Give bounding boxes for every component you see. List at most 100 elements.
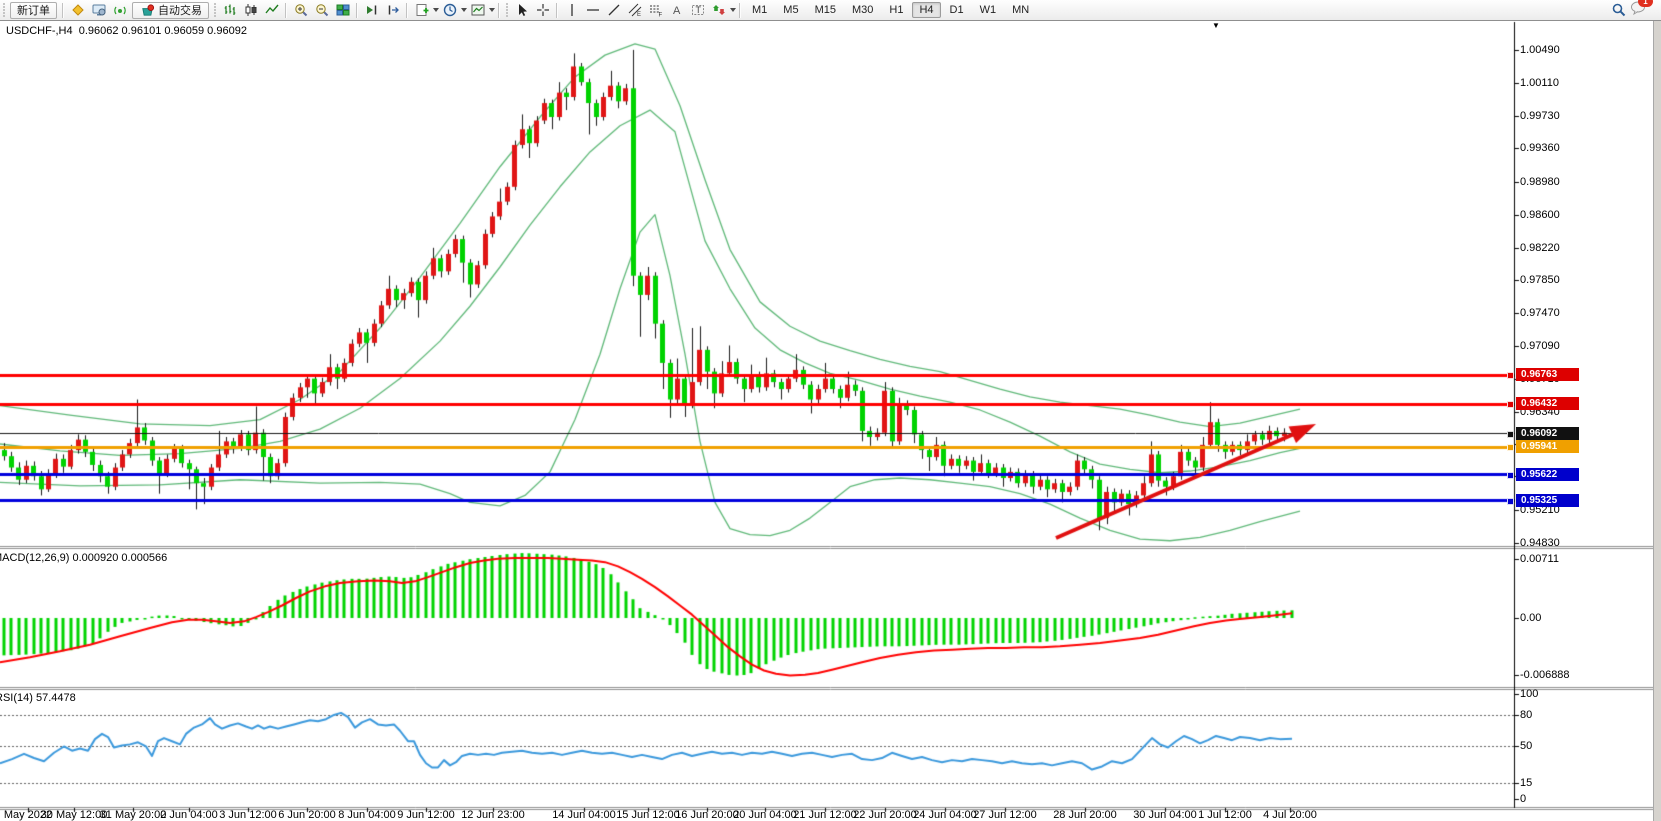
window-edge xyxy=(1653,21,1661,821)
date-label: 2 Jun 04:00 xyxy=(160,809,218,821)
auto-trading-icon xyxy=(139,2,155,18)
timeframe-button-m30[interactable]: M30 xyxy=(851,4,874,16)
price-line-handle[interactable] xyxy=(1507,444,1514,452)
virtual-hosting-icon[interactable] xyxy=(88,1,109,20)
crosshair-icon[interactable] xyxy=(532,1,553,20)
timeframe-button-m5[interactable]: M5 xyxy=(783,4,799,16)
vertical-line-icon[interactable] xyxy=(561,1,582,20)
date-label: 15 Jun 12:00 xyxy=(616,809,680,821)
tile-windows-icon[interactable] xyxy=(332,1,353,20)
date-label: 1 Jul 12:00 xyxy=(1198,809,1252,821)
price-tag-0.96763[interactable]: 0.96763 xyxy=(1507,368,1579,382)
community-icon[interactable] xyxy=(67,1,88,20)
price-line-handle[interactable] xyxy=(1507,471,1514,479)
rsi-tick-label: 50 xyxy=(1520,740,1533,753)
rsi-tick-label: 100 xyxy=(1520,687,1539,700)
toolbar-grip[interactable] xyxy=(505,3,509,17)
price-tick-label: 0.97090 xyxy=(1520,340,1560,353)
line-chart-icon[interactable] xyxy=(261,1,282,20)
toolbar-grip[interactable] xyxy=(2,3,6,17)
date-label: 6 Jun 20:00 xyxy=(278,809,336,821)
new-chart-icon[interactable] xyxy=(411,1,432,20)
macd-tick-label: 0.00 xyxy=(1520,612,1542,624)
periods-icon[interactable] xyxy=(439,1,460,20)
price-line-handle[interactable] xyxy=(1507,497,1514,505)
price-line-handle[interactable] xyxy=(1507,372,1514,380)
timeframe-button-m15[interactable]: M15 xyxy=(814,4,836,16)
trendline-icon[interactable] xyxy=(603,1,624,20)
svg-text:F: F xyxy=(658,13,662,19)
arrows-caret-icon[interactable] xyxy=(730,8,736,12)
macd-label: MACD(12,26,9) 0.000920 0.000566 xyxy=(0,552,168,564)
timeframe-button-mn[interactable]: MN xyxy=(1012,4,1030,16)
svg-text:A: A xyxy=(673,5,681,17)
price-line-handle[interactable] xyxy=(1507,401,1514,409)
date-label: May 2022 xyxy=(3,809,53,821)
price-tag-0.95941[interactable]: 0.95941 xyxy=(1507,440,1579,454)
date-label: 12 Jun 23:00 xyxy=(461,809,525,821)
price-line-handle[interactable] xyxy=(1507,430,1514,438)
chart-title: USDCHF-,H4 0.96062 0.96101 0.96059 0.960… xyxy=(6,25,247,37)
new-order-label: 新订单 xyxy=(17,5,50,17)
bar-chart-icon[interactable] xyxy=(219,1,240,20)
timeframe-button-w1[interactable]: W1 xyxy=(979,4,997,16)
new-order-button[interactable]: 新订单 xyxy=(10,1,57,19)
rsi-tick-label: 0 xyxy=(1520,792,1527,805)
toolbar-separator xyxy=(498,2,500,18)
price-tick-label: 0.95210 xyxy=(1520,504,1560,517)
fibonacci-icon[interactable]: F xyxy=(645,1,666,20)
chart-shift-icon[interactable] xyxy=(382,1,403,20)
price-tick-label: 0.97470 xyxy=(1520,307,1560,320)
svg-text:T: T xyxy=(695,5,701,15)
timeframe-button-h4[interactable]: H4 xyxy=(912,2,941,18)
templates-icon[interactable] xyxy=(467,1,488,20)
price-tag-0.96092[interactable]: 0.96092 xyxy=(1507,426,1579,440)
toolbar-separator xyxy=(285,2,287,18)
macd-tick-label: -0.006888 xyxy=(1520,669,1570,682)
chat-button[interactable]: 1 xyxy=(1629,0,1653,21)
date-label: 27 Jun 12:00 xyxy=(973,809,1037,821)
date-label: 4 Jul 20:00 xyxy=(1263,809,1317,821)
timeframe-button-h1[interactable]: H1 xyxy=(889,4,904,16)
price-tick-label: 1.00490 xyxy=(1520,43,1560,56)
price-tag-0.96432[interactable]: 0.96432 xyxy=(1507,397,1579,411)
search-icon[interactable] xyxy=(1608,1,1629,20)
equidistant-channel-icon[interactable]: E xyxy=(624,1,645,20)
periods-caret-icon[interactable] xyxy=(461,8,467,12)
zoom-out-icon[interactable] xyxy=(311,1,332,20)
toolbar-separator xyxy=(62,2,64,18)
rsi-tick-label: 80 xyxy=(1520,708,1533,721)
zoom-in-icon[interactable] xyxy=(290,1,311,20)
date-label: 14 Jun 04:00 xyxy=(552,809,616,821)
text-icon[interactable]: A xyxy=(666,1,687,20)
date-label: 28 Jun 20:00 xyxy=(1053,809,1117,821)
candlestick-chart-icon[interactable] xyxy=(240,1,261,20)
toolbar-separator xyxy=(356,2,358,18)
price-tick-label: 0.98980 xyxy=(1520,175,1560,188)
date-label: 16 Jun 20:00 xyxy=(675,809,739,821)
date-label: 22 Jun 20:00 xyxy=(853,809,917,821)
new-chart-caret-icon[interactable] xyxy=(433,8,439,12)
toolbar-separator xyxy=(739,2,741,18)
price-tick-label: 0.98600 xyxy=(1520,208,1560,221)
toolbar-grip[interactable] xyxy=(213,3,217,17)
price-tag-0.95325[interactable]: 0.95325 xyxy=(1507,493,1579,507)
text-label-icon[interactable]: T xyxy=(687,1,708,20)
price-tick-label: 0.98220 xyxy=(1520,241,1560,254)
chart-shift-marker-icon[interactable]: ▼ xyxy=(1212,21,1220,30)
templates-caret-icon[interactable] xyxy=(489,8,495,12)
timeframe-button-d1[interactable]: D1 xyxy=(949,4,964,16)
cursor-icon[interactable] xyxy=(511,1,532,20)
main-toolbar: 新订单 自动交易 xyxy=(0,0,1661,21)
price-tag-0.95622[interactable]: 0.95622 xyxy=(1507,467,1579,481)
auto-scroll-icon[interactable] xyxy=(361,1,382,20)
timeframe-button-m1[interactable]: M1 xyxy=(752,4,768,16)
price-tick-label: 0.99360 xyxy=(1520,142,1560,155)
signals-icon[interactable] xyxy=(109,1,130,20)
auto-trading-button[interactable]: 自动交易 xyxy=(132,1,209,19)
date-label: 30 May 12:00 xyxy=(40,809,108,821)
arrows-icon[interactable] xyxy=(708,1,729,20)
horizontal-line-icon[interactable] xyxy=(582,1,603,20)
date-label: 24 Jun 04:00 xyxy=(913,809,977,821)
